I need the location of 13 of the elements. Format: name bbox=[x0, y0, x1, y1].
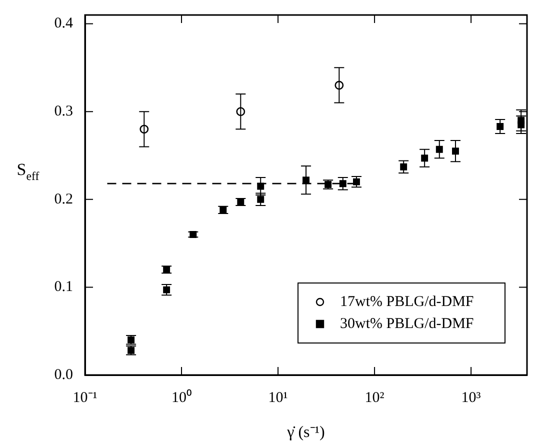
x-tick-label: 10¹ bbox=[268, 390, 288, 406]
x-tick-label: 10⁻¹ bbox=[72, 390, 98, 406]
y-tick-label: 0.1 bbox=[54, 279, 73, 296]
y-tick-label: 0.3 bbox=[54, 104, 73, 120]
y-tick-label: 0.0 bbox=[54, 366, 73, 383]
x-axis-title: γ̇ (s⁻¹) bbox=[286, 424, 325, 441]
legend-label: 30wt% PBLG/d-DMF bbox=[340, 316, 474, 332]
x-tick-label: 10³ bbox=[461, 390, 482, 406]
x-tick-label: 10⁰ bbox=[172, 388, 192, 406]
y-tick-label: 0.2 bbox=[54, 191, 73, 208]
legend-label: 17wt% PBLG/d-DMF bbox=[340, 294, 474, 310]
x-tick-label: 10² bbox=[364, 390, 385, 406]
y-tick-label: 0.4 bbox=[54, 16, 74, 32]
